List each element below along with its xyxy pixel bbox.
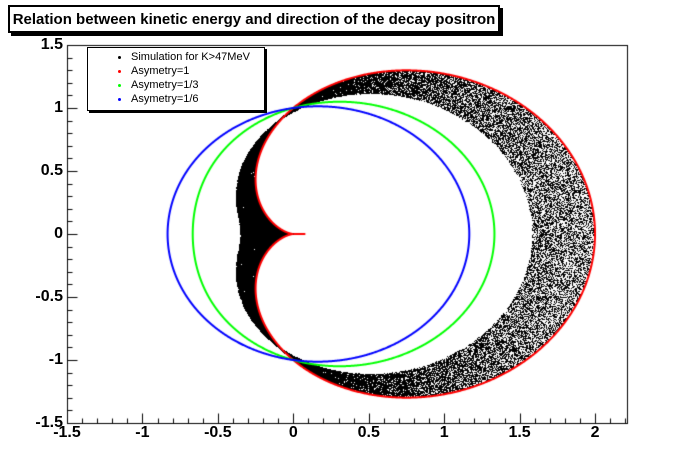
x-tick-label: 0.5 xyxy=(357,424,380,441)
scatter-marker-icon xyxy=(118,97,121,101)
x-tick-label: -1 xyxy=(135,424,150,441)
legend: Simulation for K>47MeV Asymetry=1 Asymet… xyxy=(87,47,265,111)
x-tick-label: 2 xyxy=(590,424,600,441)
x-tick-label: -1.5 xyxy=(53,424,81,441)
title-box: Relation between kinetic energy and dire… xyxy=(8,5,500,33)
x-tick-label: 1 xyxy=(439,424,449,441)
y-tick-label: 1 xyxy=(54,99,63,116)
y-tick-label: -0.5 xyxy=(35,288,63,305)
scatter-marker-icon xyxy=(118,83,121,87)
page-title: Relation between kinetic energy and dire… xyxy=(12,10,496,28)
y-tick-label: 1.5 xyxy=(40,36,63,53)
y-tick-label: 0.5 xyxy=(40,162,63,179)
legend-label: Asymetry=1/6 xyxy=(131,93,199,105)
legend-item-asymmetry-1-3: Asymetry=1/3 xyxy=(88,78,264,92)
legend-label: Asymetry=1/3 xyxy=(131,79,199,91)
x-tick-label: 1.5 xyxy=(508,424,531,441)
y-tick-label: -1.5 xyxy=(35,414,63,431)
legend-label: Asymetry=1 xyxy=(131,65,190,77)
legend-item-asymmetry-1-6: Asymetry=1/6 xyxy=(88,92,264,106)
y-tick-label: 0 xyxy=(54,225,63,242)
legend-item-asymmetry-1: Asymetry=1 xyxy=(88,64,264,78)
legend-item-simulation: Simulation for K>47MeV xyxy=(88,50,264,64)
scatter-marker-icon xyxy=(118,69,121,73)
x-tick-label: -0.5 xyxy=(204,424,232,441)
y-tick-label: -1 xyxy=(48,351,63,368)
legend-label: Simulation for K>47MeV xyxy=(131,51,250,63)
scatter-marker-icon xyxy=(118,55,121,59)
x-tick-label: 0 xyxy=(288,424,298,441)
